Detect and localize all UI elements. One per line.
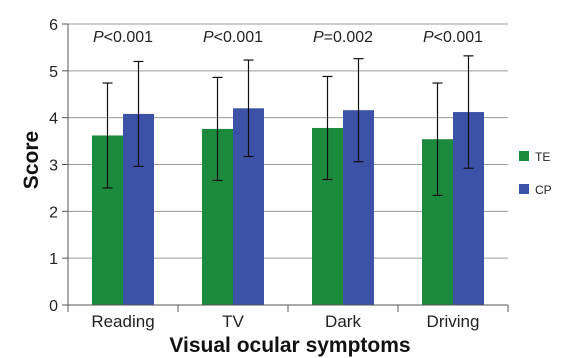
legend-swatch-te [519, 151, 529, 161]
y-tick-label: 6 [49, 17, 58, 34]
p-value-label: P<0.001 [203, 29, 263, 46]
p-value: <0.001 [434, 29, 483, 46]
y-tick-labels: 0 1 2 3 4 5 6 [49, 17, 58, 315]
legend-label-te: TE [535, 150, 550, 164]
p-symbol: P [313, 29, 324, 46]
p-symbol: P [423, 29, 434, 46]
p-value-label: P<0.001 [93, 29, 153, 46]
legend: TE CP [519, 150, 552, 197]
p-value-annotations: P<0.001 P<0.001 P=0.002 P<0.001 [93, 29, 483, 46]
y-tick-label: 5 [49, 64, 58, 81]
bars [92, 108, 484, 306]
x-tick-labels: Reading TV Dark Driving [91, 312, 479, 331]
y-axis-title: Score [20, 131, 43, 189]
x-tick-label: Driving [427, 312, 480, 331]
p-value: <0.001 [214, 29, 263, 46]
error-bars [102, 55, 474, 197]
y-tick-label: 2 [49, 204, 58, 221]
p-value-label: P<0.001 [423, 29, 483, 46]
legend-swatch-cp [519, 184, 529, 194]
y-tick-label: 0 [49, 298, 58, 315]
y-tick-label: 4 [49, 111, 58, 128]
x-tick-label: Dark [325, 312, 361, 331]
p-symbol: P [93, 29, 104, 46]
legend-label-cp: CP [535, 183, 552, 197]
p-value-label: P=0.002 [313, 29, 373, 46]
y-tick-label: 1 [49, 251, 58, 268]
x-tick-label: TV [222, 312, 244, 331]
p-value: =0.002 [324, 29, 373, 46]
x-tick-label: Reading [91, 312, 154, 331]
p-value: <0.001 [104, 29, 153, 46]
axes [62, 23, 509, 312]
x-axis-title: Visual ocular symptoms [169, 334, 410, 357]
y-tick-label: 3 [49, 158, 58, 175]
p-symbol: P [203, 29, 214, 46]
